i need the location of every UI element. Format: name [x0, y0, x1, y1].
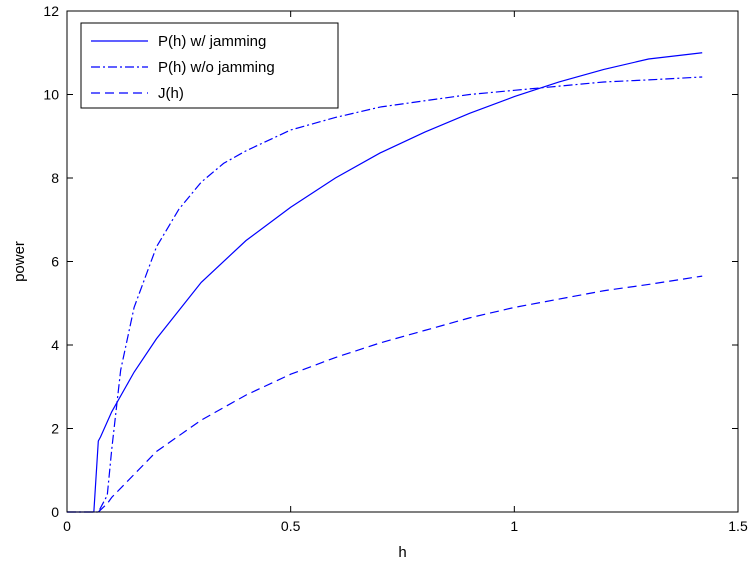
x-tick-label: 0 — [63, 518, 71, 534]
y-tick-label: 12 — [43, 3, 59, 19]
x-tick-label: 0.5 — [281, 518, 301, 534]
legend-label-p-without-jamming: P(h) w/o jamming — [158, 59, 275, 76]
y-axis-label: power — [11, 241, 28, 282]
legend: P(h) w/ jamming P(h) w/o jamming J(h) — [81, 23, 338, 108]
x-tick-label: 1.5 — [728, 518, 748, 534]
legend-label-p-with-jamming: P(h) w/ jamming — [158, 33, 266, 50]
y-tick-label: 6 — [51, 254, 59, 270]
series-line-2 — [98, 276, 702, 512]
legend-label-j: J(h) — [158, 85, 184, 102]
x-axis-label: h — [398, 544, 406, 561]
y-tick-label: 4 — [51, 337, 59, 353]
y-tick-label: 2 — [51, 421, 59, 437]
y-tick-label: 10 — [43, 87, 59, 103]
y-tick-label: 0 — [51, 504, 59, 520]
series-line-0 — [67, 53, 702, 512]
x-tick-label: 1 — [510, 518, 518, 534]
y-tick-label: 8 — [51, 170, 59, 186]
series-layer — [67, 53, 702, 512]
